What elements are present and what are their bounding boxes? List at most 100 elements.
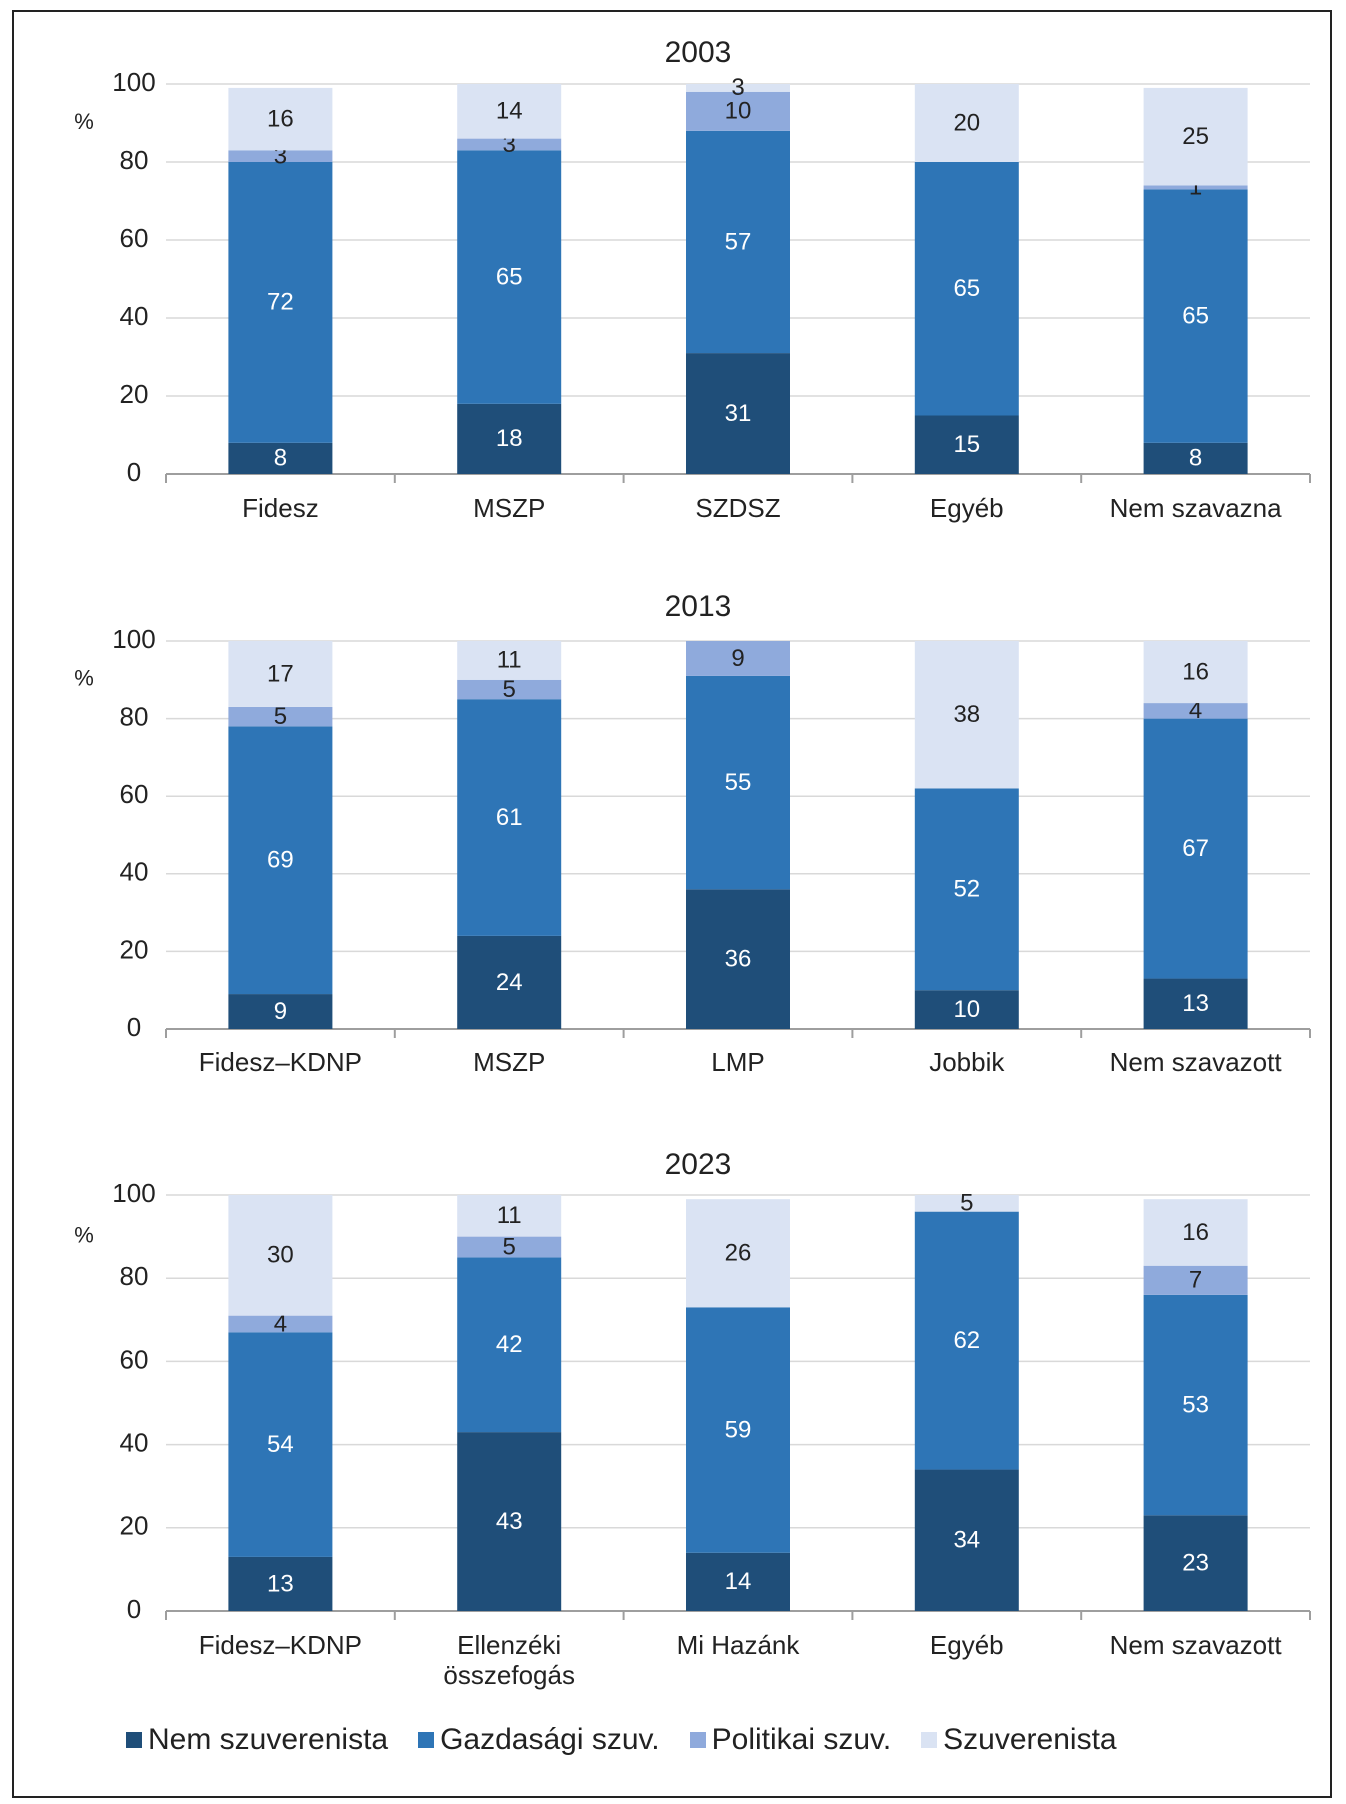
- bar-segment: [457, 1195, 562, 1237]
- data-label: 16: [1182, 1219, 1209, 1246]
- x-tick-label: Fidesz: [242, 493, 319, 523]
- bar-segment: [228, 994, 333, 1029]
- bar-segment: [228, 1195, 333, 1316]
- bar-segment: [1143, 1515, 1248, 1611]
- y-tick-label: 100: [112, 67, 155, 97]
- x-tick-label: LMP: [711, 1047, 764, 1077]
- data-label: 43: [496, 1508, 523, 1535]
- y-tick-label: 0: [127, 457, 141, 487]
- y-axis-label: %: [74, 109, 94, 134]
- data-label: 4: [274, 1310, 287, 1337]
- bar-segment: [914, 641, 1019, 789]
- data-label: 15: [953, 431, 980, 458]
- bar-segment: [457, 935, 562, 1029]
- data-label: 30: [267, 1242, 294, 1269]
- bar-segment: [457, 403, 562, 474]
- bar-segment: [457, 150, 562, 404]
- data-label: 11: [497, 647, 522, 674]
- data-label: 5: [960, 1190, 973, 1217]
- bar-segment: [686, 675, 790, 890]
- chart-title-2023: 2023: [665, 1148, 732, 1181]
- bar-segment: [1143, 189, 1248, 443]
- data-label: 25: [1182, 123, 1209, 150]
- data-label: 4: [1189, 697, 1202, 724]
- y-tick-label: 20: [120, 934, 149, 964]
- y-tick-label: 40: [120, 1427, 149, 1457]
- data-label: 5: [274, 703, 287, 730]
- y-tick-label: 60: [120, 1344, 149, 1374]
- data-label: 36: [725, 946, 752, 973]
- data-label: 57: [725, 228, 752, 255]
- bar-segment: [686, 130, 790, 354]
- y-tick-label: 60: [120, 779, 149, 809]
- stacked-bar-charts: 2003020406080100%872316Fidesz1865314MSZP…: [74, 36, 1311, 1690]
- bar-segment: [914, 162, 1019, 416]
- data-label: 61: [496, 804, 523, 831]
- bar-segment: [1143, 978, 1248, 1029]
- y-tick-label: 100: [112, 624, 155, 654]
- x-tick-label: Ellenzéki: [457, 1630, 561, 1660]
- bar-segment: [457, 1257, 562, 1433]
- legend-swatch: [921, 1732, 938, 1748]
- data-label: 69: [267, 847, 294, 874]
- bar-segment: [228, 1556, 333, 1611]
- data-label: 8: [274, 445, 287, 472]
- data-label: 10: [725, 98, 752, 125]
- data-label: 8: [1189, 445, 1202, 472]
- legend-item: Politikai szuv.: [689, 1723, 891, 1757]
- bar-segment: [914, 990, 1019, 1029]
- bar-segment: [228, 641, 333, 707]
- data-label: 38: [953, 701, 980, 728]
- x-tick-label: MSZP: [473, 493, 545, 523]
- chart-title-2013: 2013: [665, 590, 732, 623]
- data-label: 55: [725, 769, 752, 796]
- legend-label: Szuverenista: [943, 1723, 1117, 1756]
- chart-frame: 2003 0 20 40 60 80 100% 8 72 3 16 Fidesz 18 65 3 14 MSZP…: [12, 10, 1332, 1798]
- legend-item: Gazdasági szuv.: [418, 1723, 660, 1757]
- y-tick-label: 0: [127, 1012, 141, 1042]
- y-tick-label: 80: [120, 145, 149, 175]
- legend-item: Szuverenista: [921, 1723, 1117, 1757]
- legend-swatch: [126, 1732, 142, 1748]
- data-label: 16: [1182, 658, 1209, 685]
- x-tick-label: Mi Hazánk: [677, 1630, 801, 1660]
- bar-segment: [1143, 87, 1248, 186]
- bar-segment: [228, 706, 333, 727]
- data-label: 65: [1182, 302, 1209, 329]
- data-label: 11: [497, 1202, 522, 1229]
- bar-segment: [1143, 1199, 1248, 1266]
- data-label: 16: [267, 105, 294, 132]
- bar-segment: [914, 1469, 1019, 1611]
- data-label: 62: [953, 1327, 980, 1354]
- x-tick-label: Nem szavazott: [1110, 1630, 1283, 1660]
- data-label: 67: [1182, 835, 1209, 862]
- bar-segment: [457, 1236, 562, 1258]
- y-tick-label: 60: [120, 223, 149, 253]
- data-label: 24: [496, 969, 523, 996]
- bar-segment: [457, 679, 562, 700]
- data-label: 13: [1182, 990, 1209, 1017]
- bar-segment: [914, 84, 1019, 162]
- bar-segment: [228, 150, 333, 162]
- bar-segment: [457, 1432, 562, 1611]
- x-tick-label: Fidesz–KDNP: [199, 1047, 362, 1077]
- bar-segment: [1143, 442, 1248, 474]
- y-tick-label: 20: [120, 1511, 149, 1541]
- y-axis-label: %: [74, 666, 94, 691]
- y-tick-label: 40: [120, 857, 149, 887]
- y-axis-label: %: [74, 1222, 94, 1247]
- bar-segment: [228, 726, 333, 995]
- data-label: 9: [731, 645, 744, 672]
- data-label: 65: [496, 263, 523, 290]
- bar-segment: [1143, 718, 1248, 979]
- bar-segment: [914, 415, 1019, 474]
- bar-segment: [1143, 641, 1248, 704]
- bar-segment: [686, 91, 790, 131]
- data-label: 34: [953, 1527, 980, 1554]
- data-label: 14: [725, 1568, 752, 1595]
- data-label: 65: [953, 275, 980, 302]
- bar-segment: [686, 1307, 790, 1553]
- bar-segment: [914, 788, 1019, 991]
- legend: Nem szuverenista Gazdasági szuv. Politikai…: [126, 1718, 1117, 1762]
- bar-segment: [457, 138, 562, 151]
